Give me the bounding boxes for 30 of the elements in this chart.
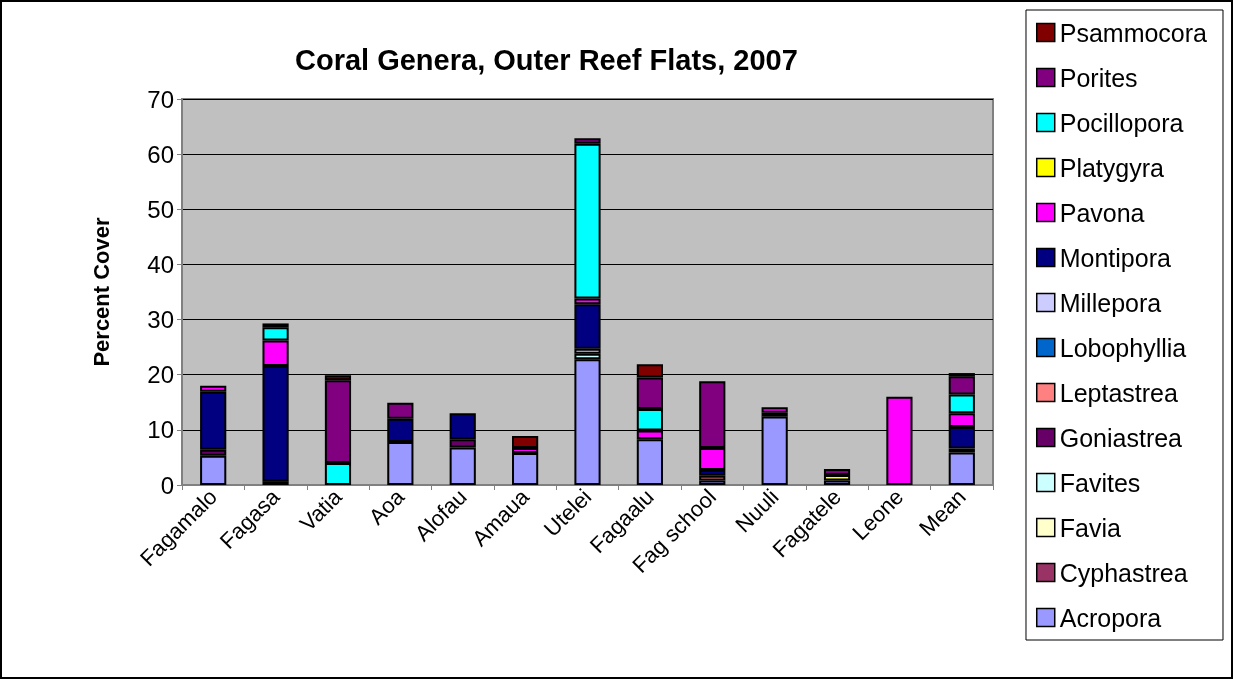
bar bbox=[948, 452, 975, 485]
legend-label: Porites bbox=[1059, 63, 1138, 92]
y-tick-label: 20 bbox=[147, 361, 174, 389]
x-tick-label: Aoa bbox=[363, 483, 410, 530]
x-tick-label: Vatia bbox=[294, 483, 348, 537]
bar bbox=[699, 480, 726, 485]
legend-label: Millepora bbox=[1059, 288, 1162, 317]
y-tick-label: 70 bbox=[147, 85, 174, 113]
y-tick-label: 30 bbox=[147, 306, 174, 334]
legend-label: Montipora bbox=[1059, 243, 1171, 272]
y-tick-label: 60 bbox=[147, 140, 174, 168]
bar bbox=[512, 435, 539, 449]
legend-label: Acropora bbox=[1059, 603, 1162, 632]
legend-label: Goniastrea bbox=[1059, 423, 1183, 452]
legend-label: Cyphastrea bbox=[1059, 558, 1188, 587]
chart-title: Coral Genera, Outer Reef Flats, 2007 bbox=[295, 43, 798, 76]
legend-label: Psammocora bbox=[1059, 18, 1208, 47]
legend-label: Pocillopora bbox=[1059, 108, 1184, 137]
legend-label: Favia bbox=[1059, 513, 1121, 542]
legend-label: Platygyra bbox=[1059, 153, 1165, 182]
y-tick-label: 50 bbox=[147, 195, 174, 223]
legend-label: Leptastrea bbox=[1059, 378, 1178, 407]
y-tick-label: 0 bbox=[160, 471, 174, 499]
y-tick-label: 40 bbox=[147, 250, 174, 278]
legend-label: Pavona bbox=[1059, 198, 1145, 227]
legend-label: Favites bbox=[1059, 468, 1141, 497]
y-axis-title: Percent Cover bbox=[88, 216, 114, 367]
bar bbox=[761, 407, 788, 413]
y-tick-label: 10 bbox=[147, 416, 174, 444]
legend-label: Lobophyllia bbox=[1059, 333, 1187, 362]
